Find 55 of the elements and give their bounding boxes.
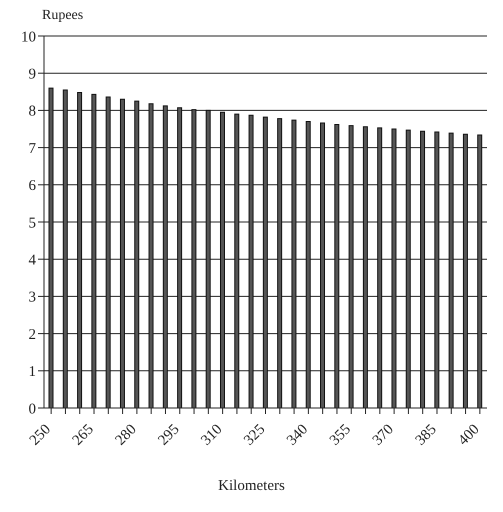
y-tick-label: 5 xyxy=(28,215,36,232)
x-tick-label: 325 xyxy=(241,422,268,449)
bar xyxy=(191,109,196,408)
bar xyxy=(448,132,454,408)
y-axis-title: Rupees xyxy=(42,8,84,24)
x-tick-label: 280 xyxy=(112,422,140,449)
bar xyxy=(348,125,354,408)
x-tick-label: 370 xyxy=(370,422,397,449)
bar xyxy=(406,130,411,408)
bar xyxy=(334,124,340,408)
bar xyxy=(234,114,240,408)
y-tick-label: 6 xyxy=(28,178,36,194)
y-tick-label: 10 xyxy=(21,29,36,46)
y-tick-label: 3 xyxy=(28,290,36,306)
y-tick-label: 0 xyxy=(28,401,36,418)
bar xyxy=(462,134,468,408)
y-tick-label: 1 xyxy=(28,364,36,380)
bar xyxy=(420,130,426,408)
bar xyxy=(77,92,82,408)
bar xyxy=(148,103,154,408)
bar xyxy=(177,107,182,408)
bar xyxy=(91,94,96,408)
bar xyxy=(134,100,140,408)
bar xyxy=(220,112,225,408)
y-tick-label: 9 xyxy=(28,66,36,83)
x-tick-label: 385 xyxy=(412,422,440,449)
bar xyxy=(262,116,268,408)
bar xyxy=(162,105,168,408)
bar xyxy=(277,118,282,408)
bar xyxy=(362,126,368,408)
y-tick-label: 7 xyxy=(28,140,36,157)
bar xyxy=(120,98,125,408)
x-axis-title: Kilometers xyxy=(217,478,286,495)
bar xyxy=(206,110,211,408)
x-tick-label: 250 xyxy=(26,422,54,449)
y-tick-label: 4 xyxy=(28,252,36,269)
y-tick-label: 8 xyxy=(28,104,36,120)
x-tick-label: 400 xyxy=(455,422,483,449)
bar xyxy=(48,88,54,408)
bar xyxy=(106,96,111,408)
bar xyxy=(477,134,482,408)
bar xyxy=(391,128,396,408)
bar xyxy=(291,120,296,408)
bar xyxy=(320,122,326,408)
x-tick-label: 340 xyxy=(284,422,312,449)
x-tick-label: 265 xyxy=(70,422,97,449)
x-tick-label: 310 xyxy=(198,422,226,449)
bar xyxy=(248,114,254,408)
bar xyxy=(377,127,382,408)
bar xyxy=(62,89,68,408)
bar xyxy=(434,131,440,408)
y-tick-label: 2 xyxy=(28,326,36,343)
x-tick-label: 295 xyxy=(155,422,183,449)
bar xyxy=(306,121,311,408)
x-tick-label: 355 xyxy=(326,422,354,449)
